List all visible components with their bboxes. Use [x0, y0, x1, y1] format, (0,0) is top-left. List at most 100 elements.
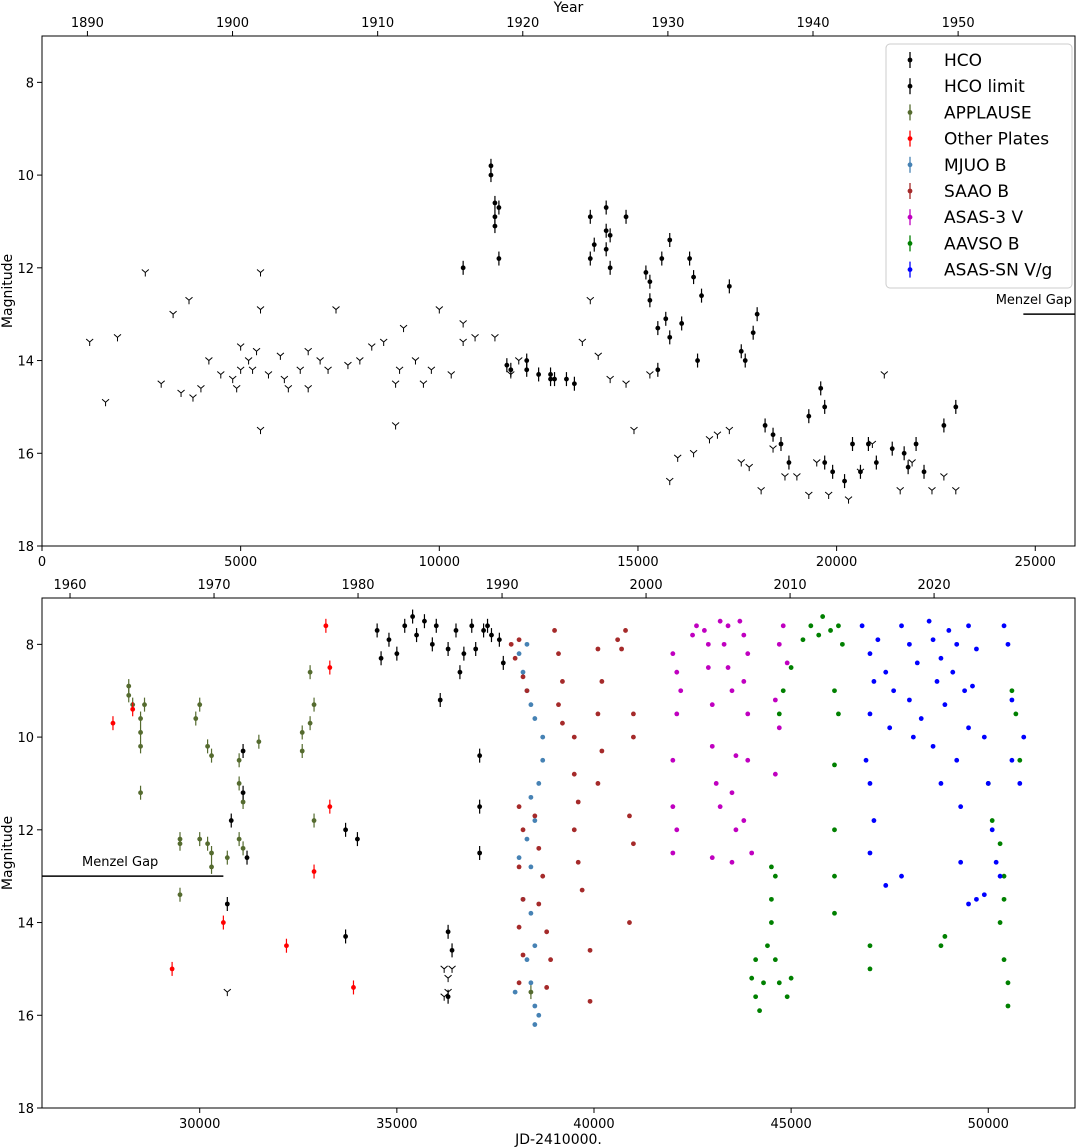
data-point — [772, 957, 778, 963]
errbar-point — [209, 748, 214, 763]
data-point — [631, 711, 636, 717]
errbar-point — [327, 799, 333, 814]
errbar-point — [477, 748, 483, 763]
data-point — [934, 679, 940, 684]
data-point — [536, 1012, 542, 1018]
data-point — [741, 679, 747, 684]
data-point — [753, 994, 759, 1000]
data-point — [966, 901, 971, 907]
limit-marker — [471, 333, 479, 342]
data-point — [512, 989, 518, 995]
data-point — [1005, 641, 1011, 647]
data-point — [560, 720, 565, 726]
limit-marker — [232, 384, 241, 393]
plot-frame — [41, 35, 1076, 547]
data-point — [544, 929, 550, 935]
limit-marker — [367, 343, 376, 351]
data-point — [867, 943, 873, 949]
errbar-point — [460, 260, 466, 275]
errbar-point — [343, 929, 348, 944]
data-point — [520, 669, 526, 675]
legend-entry: HCO — [907, 51, 982, 71]
errbar-point — [489, 628, 494, 643]
limit-marker — [459, 320, 467, 328]
data-point — [516, 980, 522, 986]
errbar-point — [461, 646, 467, 661]
series-hco-limit — [85, 269, 960, 504]
data-point — [540, 734, 546, 740]
data-point — [713, 781, 719, 786]
data-point — [910, 734, 916, 740]
errbar-point — [256, 734, 262, 749]
errbar-point — [197, 832, 203, 847]
errbar-point — [240, 744, 246, 758]
data-point — [942, 934, 948, 939]
top-x-tick-label: 2020 — [918, 578, 951, 593]
data-point — [997, 841, 1003, 847]
top-x-tick-label: 1990 — [486, 578, 519, 593]
data-point — [575, 859, 581, 865]
legend-label: ASAS-3 V — [944, 208, 1024, 228]
data-point — [745, 757, 751, 763]
errbar-point — [806, 409, 812, 424]
legend-label: AAVSO B — [944, 234, 1020, 254]
errbar-point — [327, 660, 333, 675]
data-point — [512, 655, 518, 661]
limit-marker — [280, 375, 289, 384]
data-point — [966, 623, 971, 629]
legend-box — [885, 43, 1073, 289]
data-marks — [110, 609, 1027, 1027]
menzel-gap-label: Menzel Gap — [82, 855, 158, 870]
errbar-point — [236, 753, 242, 768]
data-point — [694, 623, 699, 629]
data-point — [930, 743, 936, 749]
panel-bottom: 30000 35000 40000 45000 50000 1960 1970 1980 199… — [0, 578, 1076, 1148]
errbar-point — [762, 418, 768, 433]
limit-marker — [391, 422, 400, 430]
data-point — [832, 873, 837, 879]
errbar-point — [524, 353, 530, 368]
errbar-point — [603, 200, 609, 215]
errbar-point — [953, 399, 959, 414]
errbar-point — [228, 813, 234, 828]
limit-marker — [113, 333, 122, 342]
data-point — [532, 818, 538, 823]
data-point — [776, 725, 782, 731]
top-x-tick-label: 1950 — [942, 16, 975, 31]
data-point — [741, 818, 747, 823]
limit-marker — [444, 974, 452, 983]
y-tick-label: 8 — [26, 638, 34, 653]
series-asas-sn-v-g — [859, 618, 1027, 907]
errbar-point — [738, 344, 744, 359]
errbar-point — [311, 813, 317, 828]
data-point — [867, 651, 873, 657]
data-point — [776, 641, 782, 647]
data-point — [737, 618, 743, 624]
errbar-point — [830, 464, 836, 479]
y-tick-label: 14 — [17, 917, 34, 932]
limit-marker — [812, 459, 821, 467]
y-tick-label: 14 — [17, 355, 34, 370]
data-point — [733, 827, 739, 833]
data-point — [670, 757, 676, 763]
data-point — [769, 896, 774, 902]
x-tick-label: 30000 — [179, 1117, 220, 1132]
data-point — [907, 697, 912, 703]
limit-marker — [316, 357, 324, 365]
data-point — [520, 896, 526, 902]
legend: HCO HCO limit APPLAUSE Other Plates MJUO B SA… — [885, 43, 1073, 289]
data-point — [571, 734, 577, 740]
errbar-point — [130, 702, 136, 717]
data-point — [946, 628, 952, 633]
errbar-point — [177, 887, 183, 902]
limit-marker — [395, 366, 404, 374]
limit-marker — [908, 459, 916, 467]
data-point — [863, 757, 869, 763]
errbar-point — [571, 376, 577, 391]
errbar-point — [687, 251, 693, 266]
errbar-point — [528, 985, 534, 1000]
limit-marker — [630, 426, 638, 435]
errbar-point — [647, 293, 653, 308]
errbar-point — [667, 330, 673, 345]
data-point — [725, 623, 731, 629]
